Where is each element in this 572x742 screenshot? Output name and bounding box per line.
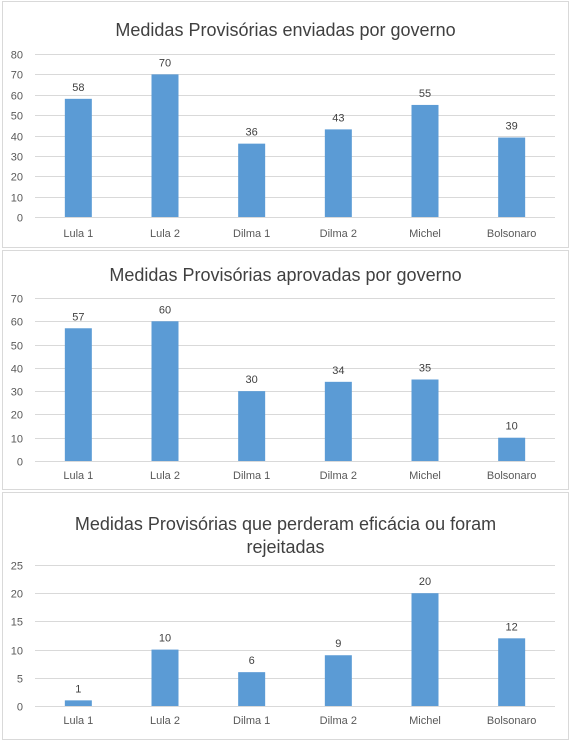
chart-title: Medidas Provisórias enviadas por governo xyxy=(115,20,456,40)
y-tick-label: 20 xyxy=(11,172,23,184)
bar xyxy=(238,672,266,706)
x-tick-label: Lula 1 xyxy=(63,228,93,240)
data-label: 10 xyxy=(159,633,171,645)
y-tick-label: 40 xyxy=(11,364,23,376)
x-tick-label: Dilma 1 xyxy=(233,228,270,240)
y-tick-label: 70 xyxy=(11,70,23,82)
data-label: 60 xyxy=(159,304,171,316)
chart-plot-aprovadas: 0 10 20 30 40 50 60 70 57 Lula 1 60 Lula 2 30 Dilma 1… xyxy=(11,294,555,482)
chart-plot-enviadas: 0 10 20 30 40 50 60 70 80 58 Lula 1 70 Lula 2 36 Dilma… xyxy=(11,50,555,240)
x-tick-label: Michel xyxy=(409,228,441,240)
data-label: 35 xyxy=(419,363,431,375)
x-tick-label: Dilma 2 xyxy=(320,228,357,240)
data-label: 20 xyxy=(419,576,431,588)
bar xyxy=(498,437,526,461)
y-tick-label: 50 xyxy=(11,341,23,353)
data-label: 55 xyxy=(419,88,431,100)
bar xyxy=(64,98,92,217)
x-tick-label: Lula 1 xyxy=(63,470,93,482)
data-label: 10 xyxy=(506,421,518,433)
x-tick-label: Dilma 2 xyxy=(320,470,357,482)
bar xyxy=(64,700,92,706)
data-label: 1 xyxy=(75,683,81,695)
y-tick-label: 20 xyxy=(11,410,23,422)
y-tick-label: 0 xyxy=(17,702,23,714)
bar xyxy=(324,381,352,461)
bar xyxy=(411,104,439,217)
data-label: 36 xyxy=(246,127,258,139)
chart-panel-enviadas: Medidas Provisórias enviadas por governo… xyxy=(2,1,569,248)
data-label: 34 xyxy=(332,365,344,377)
chart-panel-rejeitadas: Medidas Provisórias que perderam eficáci… xyxy=(2,492,569,740)
bar xyxy=(324,655,352,706)
y-tick-label: 0 xyxy=(17,457,23,469)
data-label: 57 xyxy=(72,311,84,323)
bar xyxy=(498,638,526,706)
data-label: 30 xyxy=(246,374,258,386)
data-label: 70 xyxy=(159,57,171,69)
x-tick-label: Michel xyxy=(409,470,441,482)
x-tick-label: Dilma 1 xyxy=(233,470,270,482)
chart-plot-rejeitadas: 0 5 10 15 20 25 1 Lula 1 10 Lula 2 6 Dilma 1 9 Dilma … xyxy=(11,561,555,727)
x-tick-label: Bolsonaro xyxy=(487,715,537,727)
x-tick-label: Dilma 1 xyxy=(233,715,270,727)
x-tick-label: Dilma 2 xyxy=(320,715,357,727)
bar xyxy=(411,593,439,706)
bar xyxy=(151,321,179,461)
data-label: 9 xyxy=(335,638,341,650)
x-tick-label: Bolsonaro xyxy=(487,470,537,482)
data-label: 43 xyxy=(332,112,344,124)
bar xyxy=(151,649,179,706)
data-label: 12 xyxy=(506,621,518,633)
data-label: 6 xyxy=(249,655,255,667)
y-tick-label: 30 xyxy=(11,152,23,164)
bar xyxy=(498,137,526,217)
chart-title: Medidas Provisórias que perderam eficáci… xyxy=(74,514,497,557)
data-label: 58 xyxy=(72,82,84,94)
x-tick-label: Lula 2 xyxy=(150,715,180,727)
y-tick-label: 10 xyxy=(11,193,23,205)
y-tick-label: 10 xyxy=(11,434,23,446)
y-tick-label: 70 xyxy=(11,294,23,306)
bar xyxy=(411,379,439,461)
bar xyxy=(324,129,352,217)
chart-panel-aprovadas: Medidas Provisórias aprovadas por govern… xyxy=(2,250,569,490)
data-label: 39 xyxy=(506,121,518,133)
y-tick-label: 40 xyxy=(11,132,23,144)
x-tick-label: Lula 1 xyxy=(63,715,93,727)
x-tick-label: Bolsonaro xyxy=(487,228,537,240)
y-tick-label: 10 xyxy=(11,646,23,658)
y-tick-label: 15 xyxy=(11,617,23,629)
chart-title: Medidas Provisórias aprovadas por govern… xyxy=(109,265,462,285)
y-tick-label: 50 xyxy=(11,111,23,123)
y-tick-label: 20 xyxy=(11,589,23,601)
y-tick-label: 60 xyxy=(11,317,23,329)
bar xyxy=(64,328,92,461)
x-tick-label: Lula 2 xyxy=(150,470,180,482)
y-tick-label: 60 xyxy=(11,91,23,103)
y-tick-label: 80 xyxy=(11,50,23,62)
y-tick-label: 30 xyxy=(11,387,23,399)
bar xyxy=(238,391,266,461)
x-tick-label: Lula 2 xyxy=(150,228,180,240)
y-tick-label: 25 xyxy=(11,561,23,573)
bar xyxy=(238,143,266,217)
bar xyxy=(151,74,179,217)
y-tick-label: 5 xyxy=(17,674,23,686)
y-tick-label: 0 xyxy=(17,213,23,225)
x-tick-label: Michel xyxy=(409,715,441,727)
